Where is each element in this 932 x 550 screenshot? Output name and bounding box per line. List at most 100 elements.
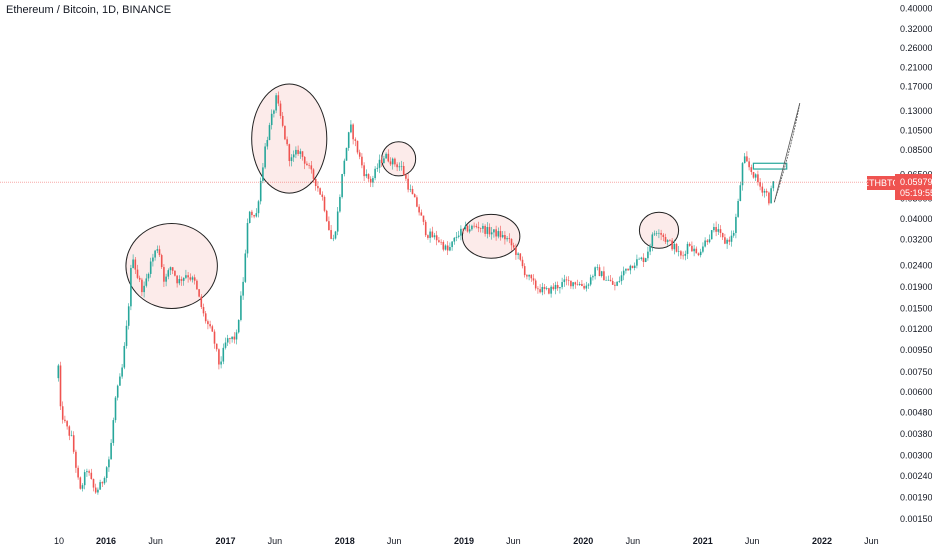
x-tick-label: 2017 bbox=[216, 536, 236, 546]
candle-body bbox=[152, 257, 154, 262]
candle-body bbox=[541, 286, 544, 293]
candle-body bbox=[772, 181, 775, 189]
candle-body bbox=[169, 267, 172, 271]
candle-body bbox=[290, 157, 293, 162]
candle-body bbox=[532, 278, 535, 281]
candle-body bbox=[332, 238, 335, 240]
price-badge-symbol-bg bbox=[867, 176, 895, 190]
candle-body bbox=[669, 240, 671, 241]
candle-body bbox=[295, 149, 297, 155]
candle-body bbox=[110, 442, 112, 460]
candle-body bbox=[257, 201, 260, 214]
candle-body bbox=[440, 241, 442, 243]
candle-body bbox=[726, 239, 728, 244]
candle-body bbox=[424, 221, 427, 236]
candle-body bbox=[301, 151, 304, 157]
candle-body bbox=[251, 211, 253, 216]
candle-body bbox=[427, 235, 429, 238]
candle-body bbox=[354, 139, 357, 141]
candle-body bbox=[286, 139, 288, 145]
candle-body bbox=[72, 435, 75, 452]
candle-body bbox=[655, 233, 658, 234]
candle-body bbox=[147, 273, 150, 279]
candle-body bbox=[559, 287, 561, 289]
x-tick-label: Jun bbox=[626, 536, 641, 546]
candle-body bbox=[521, 259, 524, 267]
candle-body bbox=[435, 235, 438, 241]
price-badge-value: 0.059797 bbox=[900, 177, 932, 187]
candle-body bbox=[517, 253, 519, 255]
candle-body bbox=[666, 240, 669, 242]
candle-body bbox=[587, 284, 590, 286]
candle-body bbox=[88, 471, 90, 473]
candle-body bbox=[336, 211, 339, 232]
candle-body bbox=[442, 241, 445, 250]
candle-body bbox=[204, 313, 207, 322]
candle-body bbox=[279, 103, 282, 116]
candle-body bbox=[312, 169, 315, 179]
candle-body bbox=[658, 232, 660, 234]
candle-body bbox=[255, 213, 258, 217]
candle-body bbox=[79, 477, 82, 489]
candle-body bbox=[202, 307, 205, 314]
candle-body bbox=[160, 255, 163, 268]
x-tick-label: 2016 bbox=[96, 536, 116, 546]
candle-body bbox=[605, 280, 607, 281]
projection-curve-upper bbox=[773, 102, 801, 203]
candle-body bbox=[389, 161, 392, 165]
candle-body bbox=[325, 210, 328, 222]
candle-body bbox=[664, 237, 667, 242]
candle-body bbox=[374, 168, 376, 179]
x-tick-label: 2022 bbox=[812, 536, 832, 546]
candle-body bbox=[350, 124, 352, 133]
candle-body bbox=[209, 324, 211, 327]
candle-body bbox=[471, 225, 473, 230]
candle-body bbox=[416, 197, 418, 207]
candle-body bbox=[680, 251, 682, 256]
candle-body bbox=[647, 251, 649, 259]
candle-body bbox=[182, 277, 185, 281]
candle-body bbox=[594, 267, 596, 277]
candle-body bbox=[101, 482, 104, 484]
candle-body bbox=[211, 326, 214, 332]
candle-body bbox=[684, 253, 687, 256]
candle-body bbox=[231, 336, 233, 340]
candle-body bbox=[589, 277, 592, 285]
candle-body bbox=[642, 257, 645, 262]
candle-body bbox=[394, 158, 396, 165]
candle-body bbox=[418, 206, 420, 213]
candle-body bbox=[275, 95, 277, 111]
candle-body bbox=[614, 284, 616, 286]
candle-body bbox=[457, 235, 460, 237]
candle-body bbox=[363, 165, 365, 177]
candle-body bbox=[484, 225, 486, 234]
price-badge-symbol: ETHBTC bbox=[863, 178, 900, 188]
candle-body bbox=[633, 265, 636, 268]
candle-body bbox=[281, 115, 284, 126]
x-tick-label: Jun bbox=[268, 536, 283, 546]
candle-body bbox=[154, 250, 156, 258]
candle-body bbox=[321, 194, 324, 197]
candle-body bbox=[732, 232, 735, 236]
candle-body bbox=[754, 174, 757, 178]
x-axis[interactable]: 10 2016 Jun 2017 Jun 2018 Jun 2019 Jun 2020 Jun 202… bbox=[54, 536, 879, 546]
candle-body bbox=[724, 237, 726, 244]
candle-body bbox=[466, 225, 469, 232]
candle-body bbox=[519, 253, 522, 260]
candle-body bbox=[768, 192, 770, 204]
candle-body bbox=[708, 239, 711, 243]
candle-body bbox=[317, 186, 319, 189]
candle-body bbox=[539, 289, 541, 293]
candle-body bbox=[64, 419, 66, 422]
candle-body bbox=[446, 245, 449, 251]
candle-body bbox=[563, 279, 566, 283]
highlight-circle-3 bbox=[381, 141, 417, 177]
candle-body bbox=[468, 229, 471, 232]
